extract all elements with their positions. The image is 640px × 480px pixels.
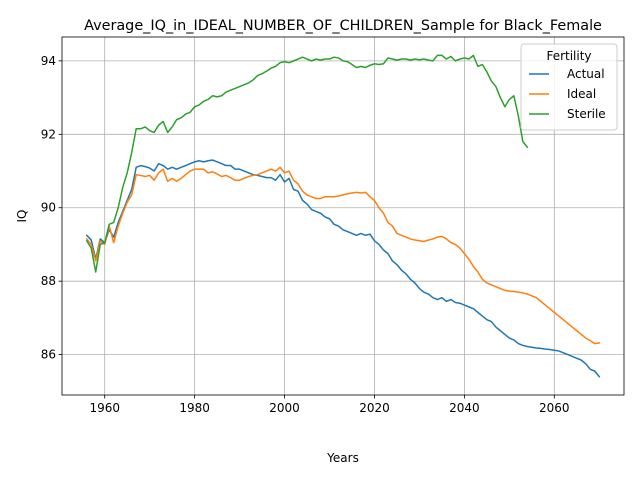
x-tick-label: 2020 xyxy=(359,401,390,415)
y-tick-label: 88 xyxy=(41,274,56,288)
y-tick-label: 86 xyxy=(41,348,56,362)
x-tick-label: 1980 xyxy=(179,401,210,415)
chart-title: Average_IQ_in_IDEAL_NUMBER_OF_CHILDREN_S… xyxy=(84,18,602,34)
legend-label-ideal: Ideal xyxy=(567,87,596,101)
legend-label-sterile: Sterile xyxy=(567,107,606,121)
y-tick-label: 90 xyxy=(41,201,56,215)
series-line-actual xyxy=(85,159,601,378)
series-line-sterile xyxy=(85,54,529,273)
legend: Fertility Actual Ideal Sterile xyxy=(520,43,618,131)
x-tick-label: 2040 xyxy=(449,401,480,415)
legend-items: Actual Ideal Sterile xyxy=(529,67,606,121)
axes-frame xyxy=(61,36,625,396)
x-axis: 1960 1980 2000 2020 2040 2060 xyxy=(89,395,570,415)
y-axis: 86 88 90 92 94 xyxy=(41,54,62,362)
series-line-ideal xyxy=(85,166,601,345)
legend-label-actual: Actual xyxy=(567,67,605,81)
legend-box xyxy=(520,43,618,131)
x-tick-label: 2000 xyxy=(269,401,300,415)
y-axis-title: IQ xyxy=(15,210,29,223)
legend-title: Fertility xyxy=(546,49,591,63)
x-axis-title: Years xyxy=(326,451,359,465)
x-tick-label: 2060 xyxy=(539,401,570,415)
x-tick-label: 1960 xyxy=(89,401,120,415)
y-tick-label: 94 xyxy=(41,54,56,68)
plot-area xyxy=(85,54,601,378)
y-tick-label: 92 xyxy=(41,127,56,141)
